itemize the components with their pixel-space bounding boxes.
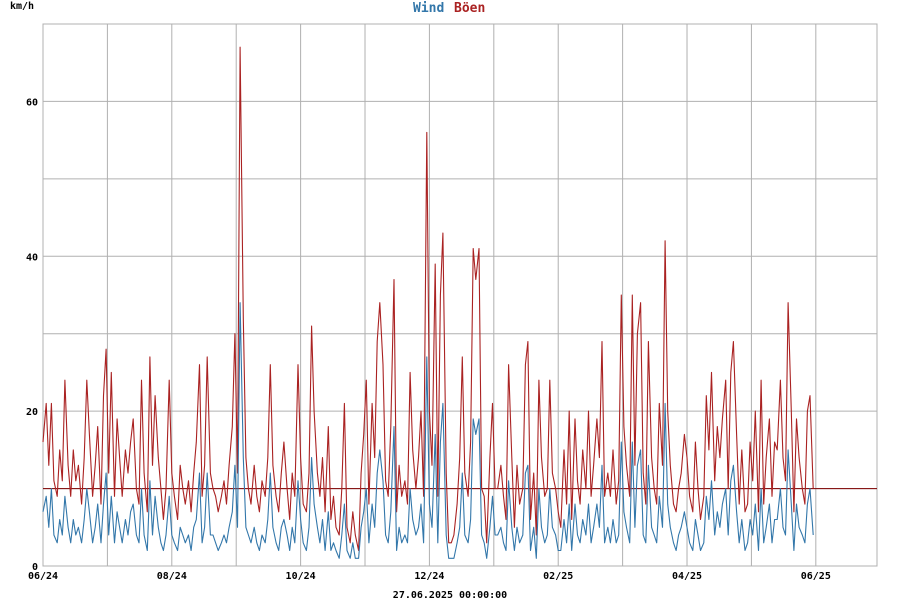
series-line-gusts xyxy=(42,46,814,552)
series-layer xyxy=(42,46,814,559)
x-tick-label: 12/24 xyxy=(414,571,444,582)
y-tick-label: 20 xyxy=(26,407,38,418)
y-tick-label: 0 xyxy=(32,562,38,573)
plot-frame xyxy=(42,23,878,567)
legend-gust: Böen xyxy=(454,1,485,16)
x-tick-label: 10/24 xyxy=(286,571,316,582)
x-tick-label: 06/25 xyxy=(801,571,831,582)
series-line-wind xyxy=(42,302,814,559)
x-tick-label: 06/24 xyxy=(28,571,58,582)
footer-timestamp: 27.06.2025 00:00:00 xyxy=(393,590,507,600)
y-axis-unit: km/h xyxy=(10,1,34,12)
y-tick-label: 60 xyxy=(26,97,38,108)
grid xyxy=(42,23,878,567)
x-tick-label: 08/24 xyxy=(157,571,187,582)
x-tick-label: 02/25 xyxy=(543,571,573,582)
x-tick-label: 04/25 xyxy=(672,571,702,582)
y-tick-label: 40 xyxy=(26,252,38,263)
axis-layer: 0 20 40 60 06/24 08/24 10/24 12/24 02/25 04/25 06/… xyxy=(26,97,831,582)
legend-wind: Wind xyxy=(413,1,444,16)
